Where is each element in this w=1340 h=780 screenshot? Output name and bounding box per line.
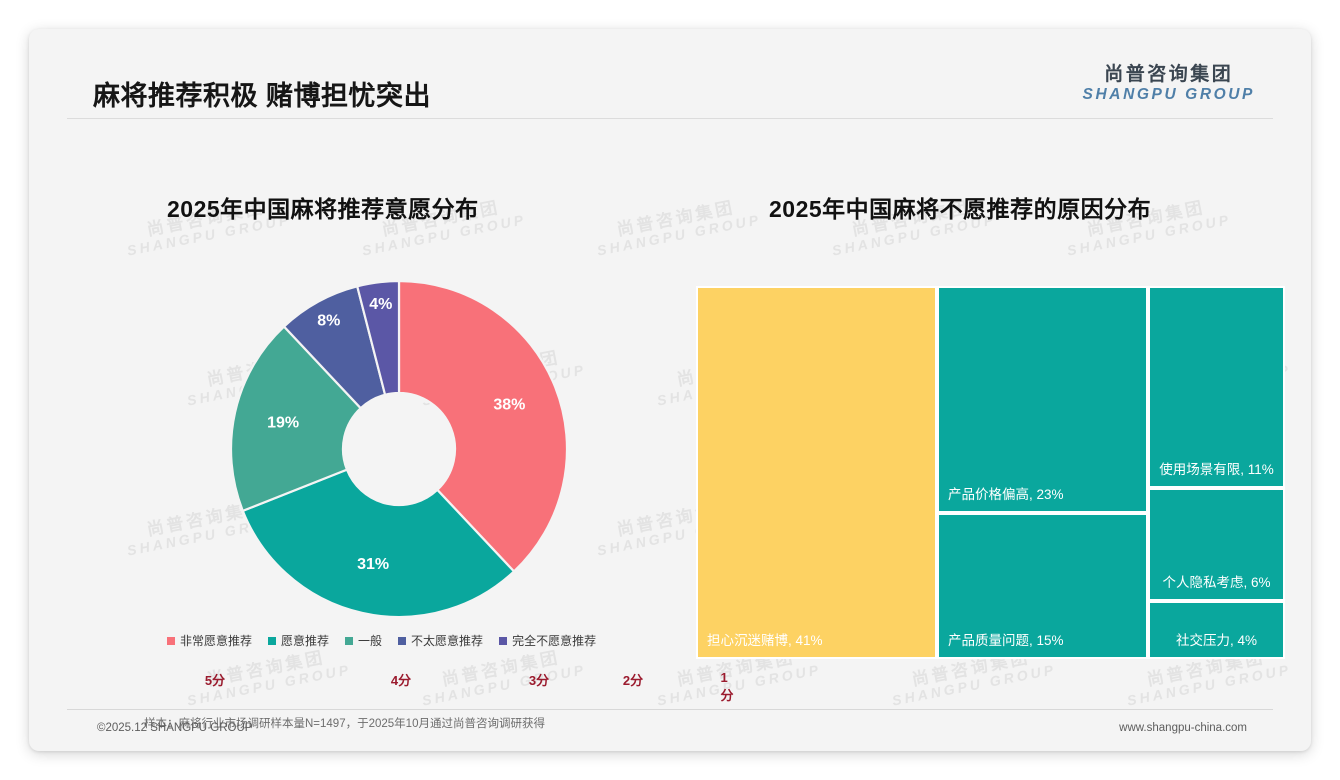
donut-slice[interactable] (241, 468, 516, 619)
donut-chart-svg: 38% 31% 19% 8% 4% (229, 279, 569, 619)
brand-logo-en: SHANGPU GROUP (1082, 86, 1255, 104)
page-title: 麻将推荐积极 赌博担忧突出 (93, 81, 432, 111)
legend-item[interactable]: 非常愿意推荐 (167, 632, 252, 649)
score-label: 3分 (528, 673, 550, 688)
brand-logo: 尚普咨询集团 SHANGPU GROUP (1083, 64, 1255, 104)
website-link[interactable]: www.shangpu-china.com (1119, 722, 1247, 734)
treemap-chart: 担心沉迷赌博, 41% 产品价格偏高, 23% 产品质量问题, 15% 使用场景有限,… (696, 286, 1285, 659)
legend-item[interactable]: 愿意推荐 (268, 632, 329, 649)
legend-item[interactable]: 一般 (345, 632, 382, 649)
donut-slice[interactable] (397, 279, 569, 574)
donut-slice[interactable] (229, 324, 363, 513)
legend-label: 愿意推荐 (281, 634, 330, 648)
treemap-cell[interactable]: 产品质量问题, 15% (937, 513, 1148, 659)
donut-legend: 非常愿意推荐 愿意推荐 一般 不太愿意推荐 完全不愿意推荐 (167, 632, 677, 649)
footer: ©2025.12 SHANGPU GROUP www.shangpu-china… (29, 709, 1311, 751)
left-chart-title: 2025年中国麻将推荐意愿分布 (167, 196, 479, 222)
treemap-cell[interactable]: 社交压力, 4% (1148, 601, 1285, 659)
legend-label: 非常愿意推荐 (180, 634, 253, 648)
slide-card: 尚普咨询集团 SHANGPU GROUP 尚普咨询集团 SHANGPU GROUP 尚普… (29, 29, 1311, 751)
donut-slice-label: 38% (493, 397, 525, 414)
donut-chart: 38% 31% 19% 8% 4% (229, 279, 569, 619)
header: 麻将推荐积极 赌博担忧突出 尚普咨询集团 SHANGPU GROUP (29, 29, 1311, 119)
treemap-cell[interactable]: 个人隐私考虑, 6% (1148, 488, 1285, 601)
treemap-cell[interactable]: 产品价格偏高, 23% (937, 286, 1148, 513)
legend-label: 完全不愿意推荐 (512, 634, 597, 648)
legend-swatch-icon (268, 636, 277, 645)
treemap-cell-label: 担心沉迷赌博, 41% (707, 633, 823, 649)
score-label: 1分 (720, 670, 734, 703)
legend-label: 不太愿意推荐 (411, 634, 484, 648)
treemap-cell[interactable]: 使用场景有限, 11% (1148, 286, 1285, 488)
treemap-cell[interactable]: 担心沉迷赌博, 41% (696, 286, 937, 659)
donut-slice-label: 19% (267, 414, 299, 431)
donut-slice[interactable] (355, 279, 401, 397)
score-label: 2分 (622, 673, 644, 688)
donut-slice-label: 4% (369, 296, 392, 313)
score-label: 5分 (204, 673, 226, 688)
legend-swatch-icon (345, 636, 354, 645)
copyright-text: ©2025.12 SHANGPU GROUP (97, 722, 253, 734)
treemap-cell-label: 社交压力, 4% (1175, 633, 1257, 649)
legend-item[interactable]: 不太愿意推荐 (398, 632, 483, 649)
legend-swatch-icon (499, 636, 508, 645)
legend-swatch-icon (398, 636, 407, 645)
right-chart-title: 2025年中国麻将不愿推荐的原因分布 (769, 196, 1152, 222)
score-scale-row: 5分 4分 3分 2分 1分 (167, 670, 734, 703)
treemap-cell-label: 使用场景有限, 11% (1159, 462, 1274, 478)
legend-item[interactable]: 完全不愿意推荐 (499, 632, 596, 649)
legend-label: 一般 (358, 634, 383, 648)
brand-logo-cn: 尚普咨询集团 (1104, 64, 1234, 85)
treemap-cell-label: 产品价格偏高, 23% (948, 487, 1064, 503)
score-label: 4分 (390, 673, 412, 688)
donut-slice-label: 8% (317, 313, 340, 330)
donut-slice-label: 31% (357, 556, 389, 573)
treemap-cell-label: 个人隐私考虑, 6% (1162, 575, 1271, 591)
sample-note: 样本：麻将行业市场调研样本量N=1497，于2025年10月通过尚普咨询调研获得 (144, 718, 545, 730)
legend-swatch-icon (167, 636, 175, 645)
treemap-cell-label: 产品质量问题, 15% (948, 633, 1064, 649)
